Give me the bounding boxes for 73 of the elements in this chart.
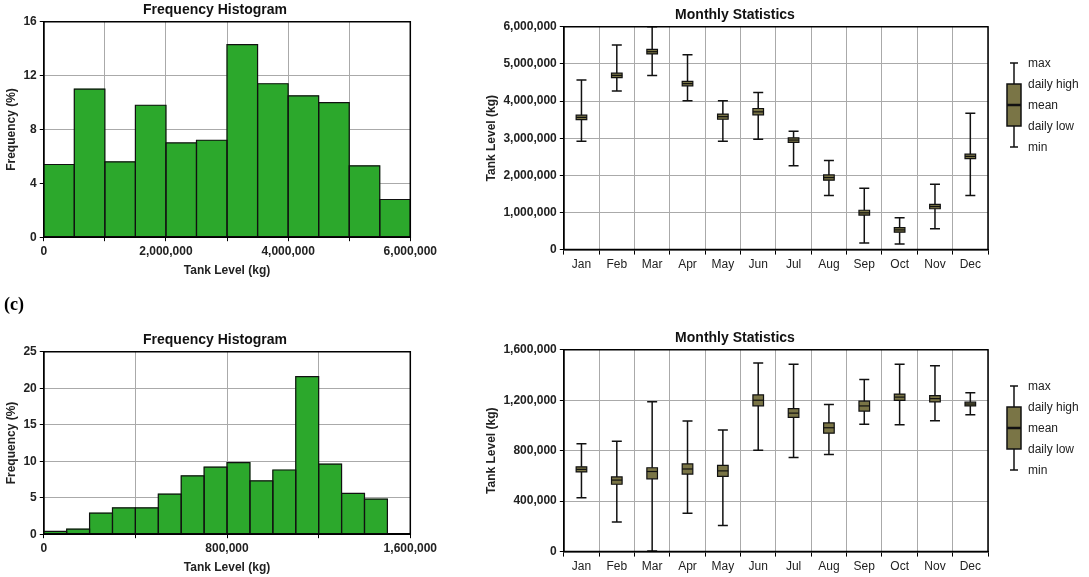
y-tick-label: 800,000 [513,443,558,458]
x-tick-label: May [711,257,735,272]
text: (c) [4,294,24,315]
y-tick-label: 400,000 [513,493,558,508]
y-tick-label: 1,000,000 [503,204,558,219]
y-axis-title: Tank Level (kg) [483,407,498,494]
x-tick-label: Jan [571,559,592,574]
x-tick-label: Jun [748,257,768,272]
x-tick-label: Jul [785,559,802,574]
x-tick-label: Dec [959,559,981,574]
x-tick-label: May [711,559,735,574]
x-tick-label: 800,000 [205,540,250,555]
x-tick-label: 2,000,000 [139,243,193,258]
text: max [1028,378,1051,394]
y-tick-label: 25 [23,344,38,359]
x-tick-label: 6,000,000 [383,243,438,258]
x-axis-title: Tank Level (kg) [183,560,271,575]
x-tick-label: Oct [890,559,910,574]
x-tick-label: Aug [818,559,840,574]
text: min [1028,139,1048,155]
y-axis-title: Frequency (%) [3,88,18,171]
x-tick-label: Jan [571,257,592,272]
chart-title: Frequency Histogram [143,331,287,348]
text: daily high [1028,399,1079,415]
x-tick-label: Oct [890,257,910,272]
y-tick-label: 1,200,000 [503,392,558,407]
x-tick-label: Apr [678,257,697,272]
text: daily high [1028,76,1079,92]
x-tick-label: Mar [641,559,663,574]
y-tick-label: 5,000,000 [503,56,558,71]
x-tick-label: Nov [924,559,946,574]
x-tick-label: Mar [641,257,663,272]
text: max [1028,55,1051,71]
y-tick-label: 15 [23,417,38,432]
x-tick-label: Apr [678,559,697,574]
x-tick-label: 4,000,000 [261,243,316,258]
y-tick-label: 0 [30,526,38,541]
x-tick-label: Jun [748,559,768,574]
chart-title: Monthly Statistics [675,6,796,23]
y-tick-label: 12 [23,67,38,82]
x-tick-label: Feb [606,559,628,574]
x-tick-label: 0 [40,540,48,555]
x-tick-label: 0 [40,243,48,258]
y-tick-label: 4,000,000 [503,93,558,108]
x-tick-label: Feb [606,257,628,272]
text: mean [1028,97,1059,113]
text: daily low [1028,441,1075,457]
chart-title: Monthly Statistics [675,329,796,346]
y-tick-label: 16 [23,14,38,29]
x-tick-label: Jul [785,257,802,272]
text: mean [1028,420,1059,436]
text: daily low [1028,118,1075,134]
x-tick-label: Aug [818,257,840,272]
y-tick-label: 0 [30,229,38,244]
x-tick-label: Sep [853,559,876,574]
y-tick-label: 10 [23,453,38,468]
y-tick-label: 6,000,000 [503,19,558,34]
y-axis-title: Tank Level (kg) [483,94,498,182]
x-tick-label: Sep [853,257,876,272]
y-tick-label: 1,600,000 [503,342,558,357]
y-tick-label: 5 [30,490,38,505]
chart-title: Frequency Histogram [143,1,287,18]
y-tick-label: 3,000,000 [503,130,558,145]
x-tick-label: Dec [959,257,981,272]
y-tick-label: 20 [23,380,38,395]
x-axis-title: Tank Level (kg) [183,263,271,278]
text: min [1028,462,1048,478]
x-tick-label: Nov [924,257,946,272]
y-tick-label: 2,000,000 [503,167,558,182]
y-tick-label: 8 [30,121,38,136]
y-axis-title: Frequency (%) [3,401,18,485]
y-tick-label: 4 [30,175,38,190]
x-tick-label: 1,600,000 [383,540,438,555]
